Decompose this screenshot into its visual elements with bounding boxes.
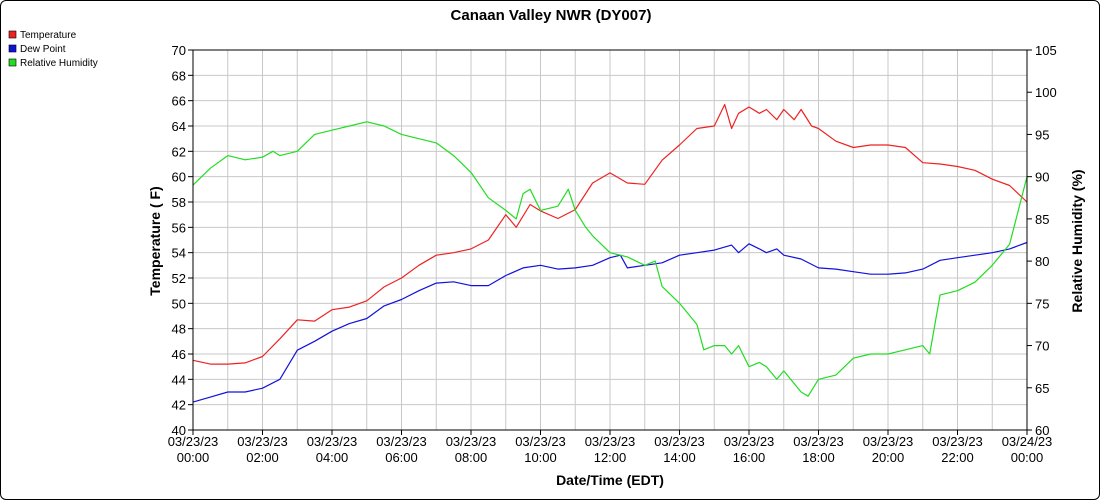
x-tick-label-time: 02:00: [246, 450, 279, 465]
y-left-tick-label: 54: [172, 246, 186, 261]
y-left-tick-label: 48: [172, 322, 186, 337]
y-right-tick-label: 60: [1035, 423, 1049, 438]
y-left-tick-label: 70: [172, 43, 186, 58]
y-left-tick-label: 56: [172, 220, 186, 235]
x-tick-label-date: 03/23/23: [863, 434, 914, 449]
x-tick-label-time: 10:00: [524, 450, 557, 465]
y-left-tick-label: 46: [172, 347, 186, 362]
legend-swatch-temperature: [8, 30, 17, 39]
y-right-tick-label: 85: [1035, 212, 1049, 227]
x-tick-label-date: 03/23/23: [376, 434, 427, 449]
y-left-tick-label: 62: [172, 144, 186, 159]
y-left-tick-label: 44: [172, 372, 186, 387]
chart-title: Canaan Valley NWR (DY007): [451, 7, 652, 24]
x-tick-label-date: 03/23/23: [585, 434, 636, 449]
y-left-tick-label: 64: [172, 119, 186, 134]
legend-label-temperature: Temperature: [20, 30, 77, 41]
x-tick-label-date: 03/23/23: [237, 434, 288, 449]
legend-swatch-dew-point: [8, 44, 17, 53]
ticks-layer: 40 42 44 46 48 50 52 54 56 58 60 62 64 66 68 70 60 65 70 75…: [168, 43, 1057, 465]
series-line-temperature: [192, 103, 1028, 365]
grid: [193, 50, 1027, 430]
x-tick-label-date: 03/23/23: [932, 434, 983, 449]
x-tick-label-time: 16:00: [733, 450, 766, 465]
x-tick-label-time: 00:00: [177, 450, 210, 465]
series-layer: [192, 103, 1028, 403]
x-tick-label-date: 03/23/23: [793, 434, 844, 449]
y-right-tick-label: 80: [1035, 254, 1049, 269]
legend-label-relative-humidity: Relative Humidity: [20, 58, 98, 69]
y-left-tick-label: 58: [172, 195, 186, 210]
series-line-relative-humidity: [192, 121, 1028, 397]
x-tick-label-date: 03/23/23: [168, 434, 219, 449]
x-tick-label-date: 03/23/23: [654, 434, 705, 449]
x-tick-label-time: 06:00: [385, 450, 418, 465]
y-axis-right-title: Relative Humidity (%): [1069, 169, 1085, 312]
x-axis-title: Date/Time (EDT): [556, 472, 664, 488]
series-line-dew-point: [192, 241, 1028, 403]
legend: Temperature Dew Point Relative Humidity: [8, 30, 98, 69]
y-right-tick-label: 70: [1035, 339, 1049, 354]
y-right-tick-label: 90: [1035, 170, 1049, 185]
y-right-tick-label: 100: [1035, 85, 1057, 100]
y-right-tick-label: 65: [1035, 381, 1049, 396]
x-tick-label-time: 18:00: [802, 450, 835, 465]
y-left-tick-label: 42: [172, 398, 186, 413]
y-right-tick-label: 75: [1035, 296, 1049, 311]
x-tick-label-date: 03/24/23: [1002, 434, 1053, 449]
x-tick-label-time: 20:00: [872, 450, 905, 465]
x-tick-label-date: 03/23/23: [446, 434, 497, 449]
x-tick-label-date: 03/23/23: [515, 434, 566, 449]
x-tick-label-date: 03/23/23: [307, 434, 358, 449]
x-tick-label-time: 14:00: [663, 450, 696, 465]
x-tick-label-time: 08:00: [455, 450, 488, 465]
x-tick-label-time: 22:00: [941, 450, 974, 465]
x-tick-label-time: 12:00: [594, 450, 627, 465]
y-left-tick-label: 66: [172, 94, 186, 109]
y-left-tick-label: 52: [172, 271, 186, 286]
y-left-tick-label: 50: [172, 296, 186, 311]
legend-swatch-relative-humidity: [8, 58, 17, 67]
y-right-tick-label: 95: [1035, 127, 1049, 142]
y-left-tick-label: 60: [172, 170, 186, 185]
y-right-tick-label: 105: [1035, 43, 1057, 58]
y-left-tick-label: 68: [172, 68, 186, 83]
legend-label-dew-point: Dew Point: [20, 44, 66, 55]
y-left-tick-label: 40: [172, 423, 186, 438]
x-tick-label-date: 03/23/23: [724, 434, 775, 449]
x-tick-label-time: 00:00: [1011, 450, 1044, 465]
y-axis-left-title: Temperature ( F): [147, 186, 163, 295]
x-tick-label-time: 04:00: [316, 450, 349, 465]
